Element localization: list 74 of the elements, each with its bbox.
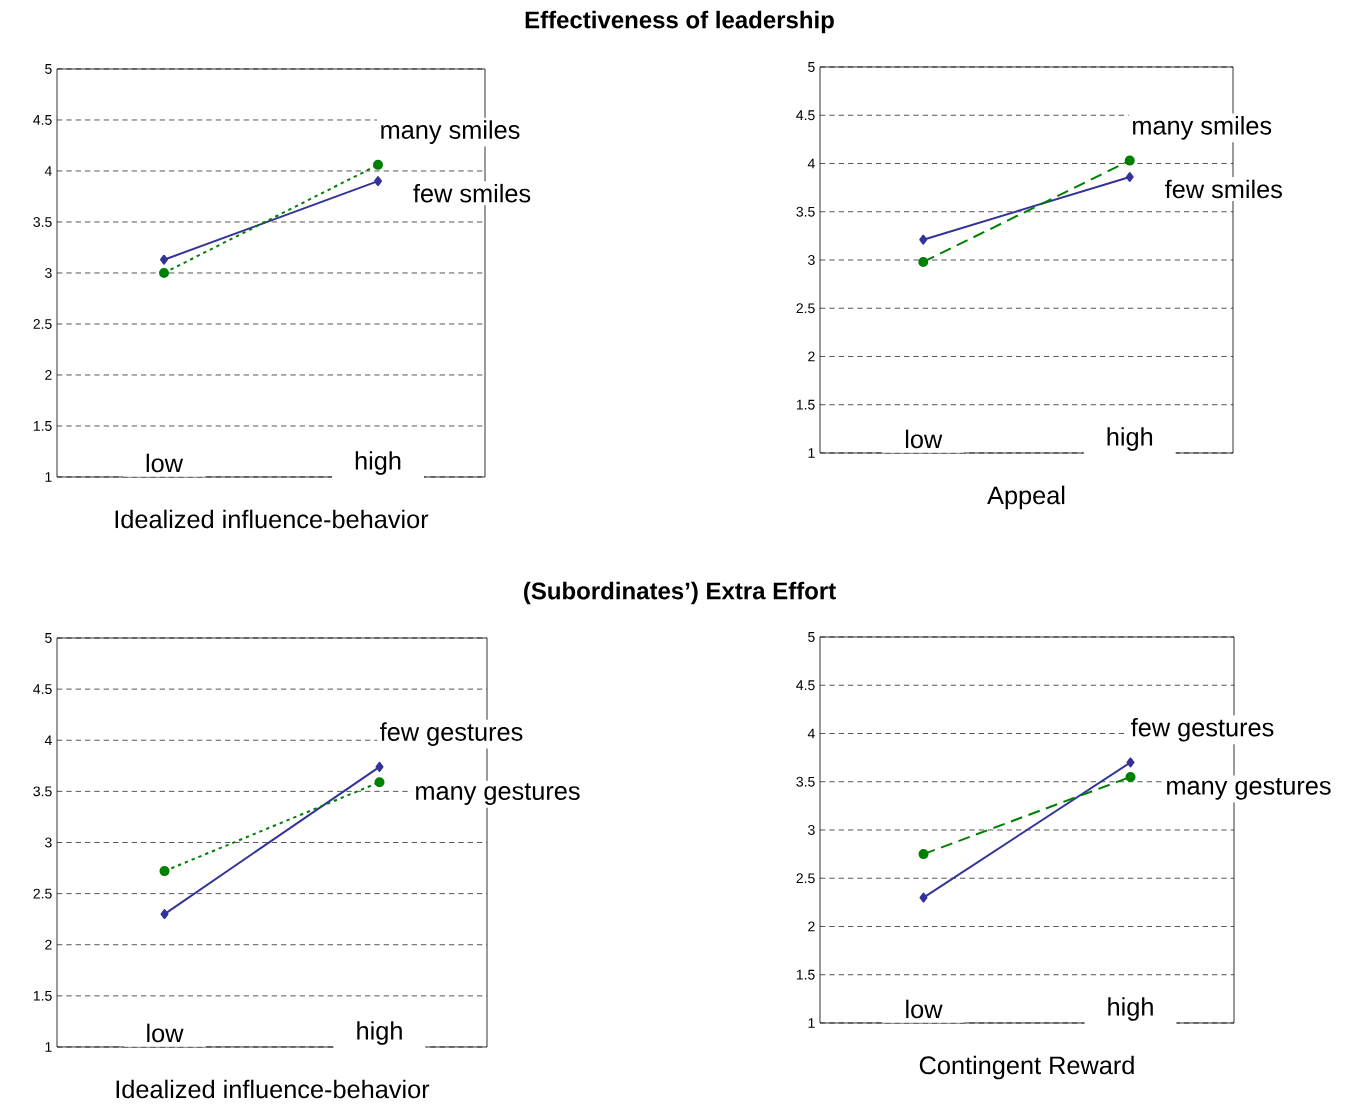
y-tick-label: 1	[45, 1042, 52, 1052]
y-tick-label: 1	[45, 472, 52, 482]
text: (Subordinates’) Extra Effort	[524, 581, 836, 605]
x-axis-title: Idealized influence-behavior	[115, 509, 429, 529]
point	[159, 267, 170, 278]
point	[374, 176, 383, 187]
y-tick-label: 2.5	[33, 888, 52, 899]
y-tick-label: 1.5	[796, 969, 815, 980]
point	[373, 159, 384, 170]
y-tick-label: 3.5	[796, 776, 815, 787]
x-tick-label: high	[357, 1021, 402, 1045]
y-tick-label: 3	[808, 825, 815, 835]
point	[375, 761, 384, 772]
y-tick-label: 2	[45, 370, 52, 380]
y-tick-label: 5	[808, 62, 815, 72]
y-tick-label: 3.5	[796, 206, 815, 217]
series-label: many smiles	[1133, 116, 1272, 140]
point	[919, 892, 928, 903]
y-tick-label: 2.5	[796, 873, 815, 884]
point	[159, 866, 170, 877]
y-tick-label: 3.5	[33, 217, 52, 227]
y-tick-label: 2.5	[796, 303, 815, 314]
y-tick-label: 4	[44, 735, 52, 746]
y-tick-label: 4.5	[796, 680, 815, 691]
y-tick-label: 5	[45, 633, 52, 643]
y-tick-label: 5	[45, 64, 52, 74]
point	[1124, 155, 1135, 166]
text: Effectiveness of leadership	[525, 10, 834, 34]
point	[1126, 757, 1135, 768]
point	[160, 909, 169, 920]
y-tick-label: 2.5	[33, 319, 52, 329]
y-tick-label: 1	[808, 448, 815, 458]
x-axis-title: Contingent Reward	[919, 1055, 1134, 1080]
point	[1125, 771, 1136, 782]
y-tick-label: 5	[808, 632, 815, 642]
series-label: many gestures	[416, 783, 580, 805]
x-axis-title: Appeal	[987, 485, 1065, 510]
y-tick-label: 4.5	[33, 115, 52, 125]
y-tick-label: 4	[44, 166, 52, 176]
series-label: many smiles	[381, 120, 520, 144]
y-tick-label: 4.5	[796, 110, 815, 121]
y-tick-label: 1.5	[33, 421, 52, 431]
y-tick-label: 3.5	[33, 786, 52, 797]
x-tick-label: high	[355, 451, 401, 475]
series-label: few gestures	[1131, 717, 1274, 742]
point	[1125, 171, 1134, 182]
point	[374, 777, 385, 788]
y-tick-label: 1	[808, 1018, 815, 1028]
series-label: few gestures	[380, 722, 523, 746]
x-tick-label: low	[147, 1023, 184, 1043]
y-tick-label: 4.5	[33, 684, 52, 695]
point	[918, 849, 929, 860]
y-tick-label: 2	[45, 939, 52, 950]
x-tick-label: high	[1107, 427, 1153, 451]
y-tick-label: 3	[45, 837, 52, 848]
y-tick-label: 4	[807, 158, 815, 169]
x-tick-label: low	[906, 999, 943, 1019]
y-tick-label: 4	[807, 728, 815, 739]
series-label: few smiles	[413, 183, 531, 203]
x-tick-label: low	[146, 453, 184, 473]
x-tick-label: high	[1108, 997, 1153, 1021]
point	[160, 254, 168, 265]
point	[919, 234, 928, 245]
y-tick-label: 1.5	[796, 399, 815, 410]
series-label: many gestures	[1167, 778, 1331, 800]
series-label: few smiles	[1165, 179, 1282, 199]
y-tick-label: 2	[808, 351, 815, 362]
y-tick-label: 3	[808, 255, 815, 265]
y-tick-label: 1.5	[33, 990, 52, 1001]
x-axis-title: Idealized influence-behavior	[116, 1079, 430, 1099]
point	[918, 256, 929, 267]
x-tick-label: low	[905, 429, 943, 449]
y-tick-label: 2	[808, 921, 815, 932]
y-tick-label: 3	[45, 268, 52, 278]
